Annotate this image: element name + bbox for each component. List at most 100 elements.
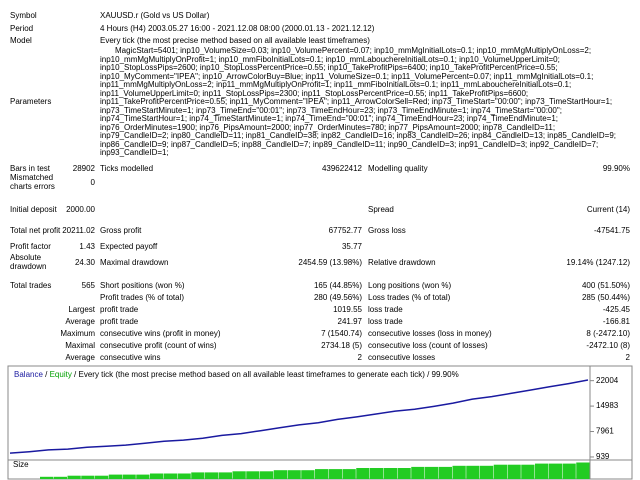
- stat-label: profit trade: [100, 304, 139, 314]
- stat-label: Modelling quality: [368, 163, 428, 173]
- stat-value: 565: [81, 280, 95, 290]
- size-bar: [218, 472, 232, 479]
- parameter-line: inp10_mmMgMultiplyOnProfit=1; inp10_mmFi…: [100, 54, 560, 64]
- size-bar: [108, 474, 122, 479]
- parameter-line: inp11_mmMgMultiplyOnLoss=2; inp11_mmMgMu…: [100, 80, 572, 89]
- size-bar: [328, 469, 342, 479]
- stat-label: Long positions (won %): [368, 280, 452, 290]
- stat-value: 2: [357, 352, 362, 362]
- size-bar: [301, 470, 315, 479]
- size-bar: [480, 465, 494, 479]
- size-bar: [81, 475, 95, 479]
- stat-value: 0: [90, 177, 95, 187]
- stat-value: -425.45: [602, 304, 630, 314]
- parameter-line: inp10_MyComment="IPEA"; inp10_ArrowColor…: [100, 71, 594, 81]
- stat-label: consecutive losses (loss in money): [368, 328, 492, 338]
- size-bar: [383, 468, 397, 479]
- size-bar: [40, 476, 54, 479]
- size-bar: [452, 465, 466, 479]
- size-bar: [548, 463, 562, 479]
- field-value: 4 Hours (H4) 2003.05.27 16:00 - 2021.12.…: [100, 24, 375, 33]
- stat-label: Short positions (won %): [100, 280, 185, 290]
- stat-value: 241.97: [337, 316, 362, 326]
- graph-title: Balance / Equity / Every tick (the most …: [14, 370, 459, 379]
- size-bar: [411, 466, 425, 479]
- size-bar: [562, 463, 576, 479]
- field-label: Parameters: [10, 97, 52, 106]
- field-label: Symbol: [10, 11, 37, 20]
- stat-label: Profit trades (% of total): [100, 292, 185, 302]
- size-bar: [535, 463, 549, 479]
- stat-label: Profit factor: [10, 241, 51, 251]
- size-bar: [466, 465, 480, 479]
- stat-label: consecutive losses: [368, 352, 436, 362]
- size-bar: [370, 468, 384, 479]
- parameter-line: MagicStart=5401; inp10_VolumeSize=0.03; …: [115, 46, 592, 55]
- size-bar: [507, 464, 521, 479]
- size-bar: [67, 475, 81, 479]
- stat-label: Relative drawdown: [368, 257, 436, 267]
- stat-value: 1.43: [79, 241, 95, 251]
- title-part: / Every tick (the most precise method ba…: [72, 370, 459, 379]
- stat-label: Mismatched charts errors: [10, 173, 55, 191]
- parameter-line: inp93_CandleID=1;: [100, 148, 169, 157]
- stat-label: consecutive wins: [100, 352, 161, 362]
- stat-value: Maximum: [60, 328, 95, 338]
- stat-label: Maximal drawdown: [100, 257, 169, 267]
- field-value: Every tick (the most precise method base…: [100, 36, 370, 45]
- size-bar: [95, 475, 109, 479]
- y-tick-label: 939: [596, 452, 610, 461]
- stat-label: Absolute drawdown: [10, 253, 47, 271]
- size-bar: [315, 469, 329, 479]
- stat-label: consecutive loss (count of losses): [368, 340, 488, 350]
- parameter-line: inp11_VolumeUpperLimit=0; inp11_StopLoss…: [100, 88, 529, 98]
- stat-value: 2: [625, 352, 630, 362]
- size-bar: [177, 473, 191, 479]
- stat-label: loss trade: [368, 304, 403, 314]
- parameter-line: inp74_TimeStartHour=1; inp74_TimeStartMi…: [100, 114, 559, 123]
- stat-value: Largest: [68, 304, 95, 314]
- size-bar: [191, 472, 205, 479]
- stat-value: 8 (-2472.10): [586, 328, 630, 338]
- stat-label: consecutive profit (count of wins): [100, 340, 217, 350]
- size-bar: [521, 464, 535, 479]
- stat-value: 7 (1540.74): [321, 328, 362, 338]
- stat-label: consecutive wins (profit in money): [100, 328, 221, 338]
- stat-label: Gross profit: [100, 225, 142, 235]
- size-bar: [273, 470, 287, 479]
- stat-label: Gross loss: [368, 225, 406, 235]
- stat-label: Total trades: [10, 280, 52, 290]
- stat-value: Current (14): [586, 204, 630, 214]
- stat-value: Average: [65, 316, 95, 326]
- parameter-line: inp76_OrderMinutes=1900; inp76_PipsAmoun…: [100, 122, 556, 132]
- parameter-line: inp86_CandleID=9; inp87_CandleID=5; inp8…: [100, 139, 599, 149]
- stat-label: Expected payoff: [100, 241, 158, 251]
- size-bar: [150, 473, 164, 479]
- size-bar: [356, 468, 370, 479]
- stat-value: 2734.18 (5): [321, 340, 362, 350]
- stat-label: Spread: [368, 204, 394, 214]
- size-bar: [576, 462, 590, 479]
- stat-value: Maximal: [65, 340, 95, 350]
- size-bar: [136, 474, 150, 479]
- graph: 22004 14983 7961 939 Balance / Equity / Ever…: [7, 365, 633, 480]
- stat-value: -166.81: [602, 316, 630, 326]
- field-value: XAUUSD.r (Gold vs US Dollar): [100, 11, 210, 20]
- stat-value: 99.90%: [602, 163, 630, 173]
- parameter-line: inp79_CandleID=2; inp80_CandleID=11; inp…: [100, 131, 617, 140]
- size-bar: [232, 471, 246, 479]
- size-bar: [53, 476, 67, 479]
- size-bar: [205, 472, 219, 479]
- title-part: Balance: [14, 370, 43, 379]
- stat-value: -2472.10 (8): [586, 340, 630, 350]
- size-bar: [425, 466, 439, 479]
- size-bar: [163, 473, 177, 479]
- stat-value: 2454.59 (13.98%): [298, 257, 362, 267]
- parameter-line: inp11_TakeProfitPercentPrice=0.55; inp11…: [100, 97, 613, 106]
- field-label: Model: [10, 36, 32, 45]
- stat-label: Initial deposit: [10, 204, 57, 214]
- stat-value: 285 (50.44%): [581, 292, 630, 302]
- stat-value: 165 (44.85%): [313, 280, 362, 290]
- y-tick-label: 7961: [596, 427, 614, 436]
- size-bar: [246, 471, 260, 479]
